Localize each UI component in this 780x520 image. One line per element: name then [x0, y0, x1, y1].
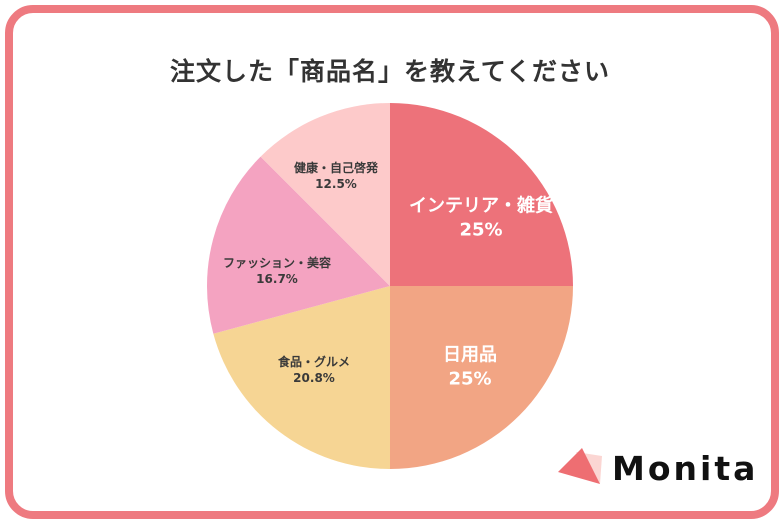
slice-name: ファッション・美容: [222, 255, 332, 270]
brand-logo: Monita: [556, 446, 756, 492]
slice-label-health: 健康・自己啓発 12.5%: [294, 160, 378, 192]
pie-slice: [390, 103, 573, 286]
slice-label-fashion: ファッション・美容 16.7%: [223, 255, 331, 287]
slice-label-daily-goods: 日用品 25%: [443, 344, 497, 393]
pie-slice: [390, 286, 573, 469]
pie-slice: [213, 286, 390, 469]
brand-name: Monita: [612, 449, 759, 488]
slice-name: 日用品: [443, 344, 497, 366]
slice-name: 食品・グルメ: [277, 354, 351, 369]
pie-slice: [206, 156, 390, 334]
slice-label-interior: インテリア・雑貨 25%: [409, 195, 553, 244]
slice-percent: 16.7%: [256, 272, 298, 286]
slice-label-food: 食品・グルメ 20.8%: [278, 354, 350, 386]
triangle-logo-icon: [558, 448, 602, 484]
pie-slice: [260, 103, 390, 286]
slice-name: 健康・自己啓発: [293, 160, 379, 175]
slice-percent: 20.8%: [293, 371, 335, 385]
slice-percent: 25%: [448, 369, 492, 390]
slice-percent: 12.5%: [315, 177, 357, 191]
slice-name: インテリア・雑貨: [409, 195, 553, 217]
chart-title: 注文した「商品名」を教えてください: [169, 57, 610, 86]
slice-percent: 25%: [459, 220, 503, 241]
